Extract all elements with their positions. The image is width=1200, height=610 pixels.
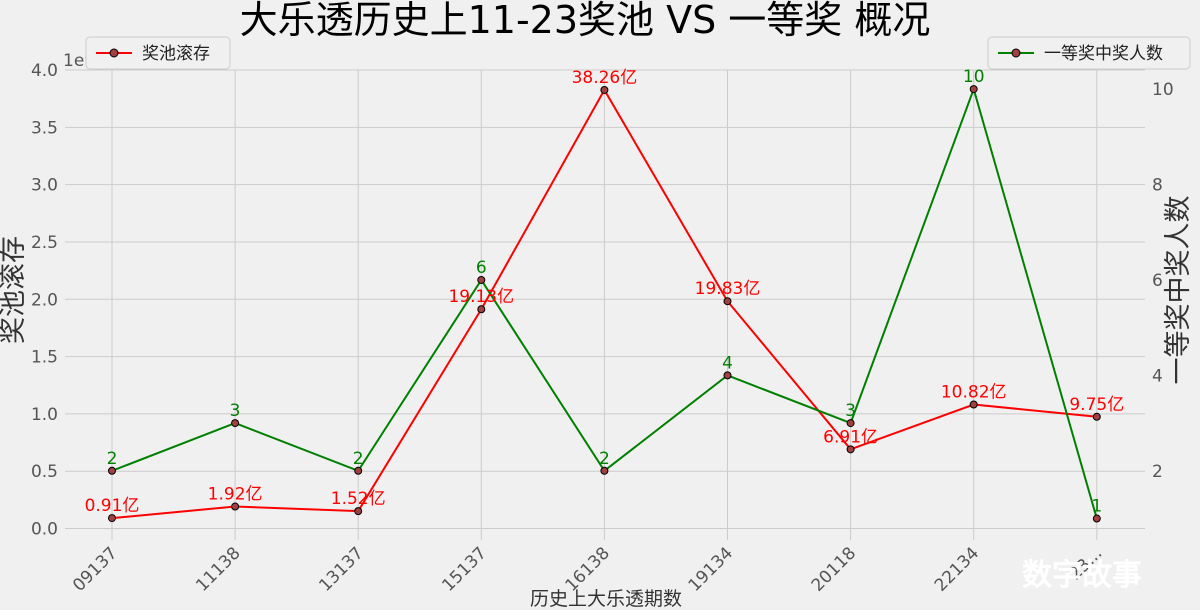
series-0-data-label: 10.82亿 [941, 383, 1007, 403]
left-tick-label: 0.5 [31, 462, 58, 482]
series-0-point [723, 297, 732, 306]
left-tick-label: 1.0 [31, 405, 58, 425]
left-tick-label: 4.0 [31, 61, 58, 81]
series-1-point [1092, 514, 1101, 523]
x-tick-label: 11138 [192, 543, 244, 595]
right-axis-ticks: 2 4 6 8 10 [1152, 80, 1174, 482]
legend-left-label: 奖池滚存 [142, 44, 210, 64]
series-1-point [969, 85, 978, 94]
series-1-data-label: 2 [599, 449, 610, 469]
legend-right-swatch-marker [1011, 48, 1021, 58]
x-tick-label: 20118 [808, 543, 860, 595]
right-axis-label: 一等奖中奖人数 [1163, 196, 1194, 385]
legend-right-label: 一等奖中奖人数 [1044, 44, 1163, 64]
x-tick-label: 22134 [931, 543, 983, 595]
series-0-point [600, 85, 609, 94]
right-tick-label: 6 [1152, 271, 1163, 291]
watermark-text: 数字故事 [1022, 558, 1142, 593]
series-0-data-label: 38.26亿 [572, 68, 638, 88]
right-tick-label: 2 [1152, 462, 1163, 482]
series-0-point [846, 445, 855, 454]
left-tick-label: 2.5 [31, 233, 58, 253]
grid-layer [65, 69, 1145, 540]
left-axis-ticks: 0.0 0.5 1.0 1.5 2.0 2.5 3.0 3.5 4.0 [31, 61, 58, 540]
legend-right: 一等奖中奖人数 [987, 36, 1191, 70]
left-axis-label: 奖池滚存 [0, 236, 29, 344]
series-1-point [723, 371, 732, 380]
x-tick-label: 19134 [685, 543, 737, 595]
series-0-point [354, 507, 363, 516]
series-0-data-label: 19.83亿 [695, 279, 761, 299]
left-tick-label: 2.0 [31, 290, 58, 310]
series-0-data-label: 9.75亿 [1069, 395, 1124, 415]
legend-left-swatch-marker [109, 48, 119, 58]
legend-left-box [85, 36, 231, 70]
series-1-point [846, 419, 855, 428]
x-tick-label: 13137 [315, 543, 367, 595]
series-1-data-label: 10 [963, 67, 985, 87]
left-tick-label: 1.5 [31, 348, 58, 368]
series-0-point [231, 502, 240, 511]
series-1-point [108, 466, 116, 475]
series-0-point [108, 514, 116, 523]
right-tick-label: 8 [1152, 176, 1163, 196]
series-1-data-label: 2 [107, 449, 118, 469]
series-0-data-label: 1.52亿 [331, 489, 386, 509]
left-tick-label: 0.0 [31, 520, 58, 540]
series-1-point [600, 466, 609, 475]
x-tick-label: 09137 [69, 543, 121, 595]
series-0-data-label: 0.91亿 [85, 496, 140, 516]
right-tick-label: 10 [1152, 80, 1174, 100]
series-layer [108, 85, 1101, 523]
left-tick-label: 3.5 [31, 118, 58, 138]
x-tick-label: 15137 [438, 543, 490, 595]
legend-left: 奖池滚存 [85, 36, 231, 70]
series-1-data-label: 4 [722, 353, 733, 373]
left-tick-label: 3.0 [31, 176, 58, 196]
right-tick-label: 4 [1152, 366, 1163, 386]
series-1-data-label: 6 [476, 258, 487, 278]
series-0-point [969, 400, 978, 409]
data-labels-layer: 0.91亿 1.92亿 1.52亿 19.13亿 38.26亿 19.83亿 6.91亿 10… [85, 67, 1125, 516]
series-1-point [477, 275, 486, 284]
series-0-data-label: 6.91亿 [823, 427, 878, 447]
series-1-data-label: 1 [1091, 497, 1102, 517]
chart-title: 大乐透历史上11-23奖池 VS 一等奖 概况 [240, 0, 931, 42]
legend-right-box [987, 36, 1191, 70]
series-1-point [354, 466, 363, 475]
series-0-data-label: 19.13亿 [448, 287, 514, 307]
series-1-point [231, 419, 240, 428]
series-0-point [1092, 412, 1101, 421]
series-1-data-label: 3 [230, 401, 241, 421]
series-0-data-label: 1.92亿 [208, 485, 263, 505]
series-1-data-label: 2 [353, 449, 364, 469]
series-1-data-label: 3 [845, 401, 856, 421]
series-0-point [477, 305, 486, 314]
x-axis-label: 历史上大乐透期数 [530, 588, 682, 610]
